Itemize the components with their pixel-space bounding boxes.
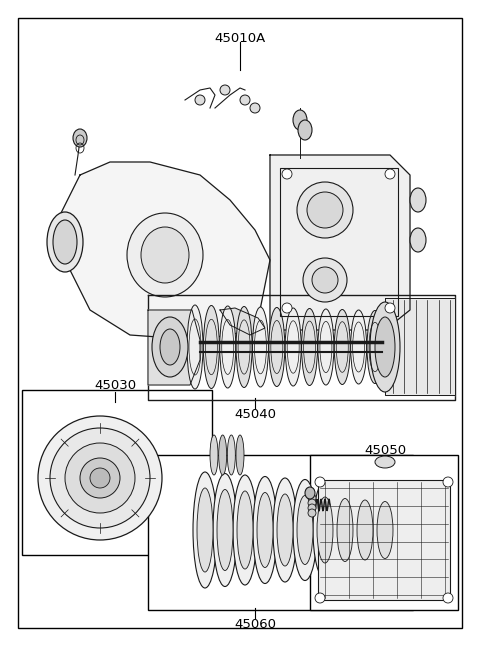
Ellipse shape	[285, 308, 301, 386]
Ellipse shape	[141, 227, 189, 283]
Ellipse shape	[308, 499, 316, 507]
Text: 45060: 45060	[234, 618, 276, 631]
Ellipse shape	[301, 309, 318, 386]
Ellipse shape	[269, 307, 285, 386]
Circle shape	[315, 477, 325, 487]
Bar	[22, 390, 212, 555]
Circle shape	[240, 95, 250, 105]
Ellipse shape	[375, 456, 395, 468]
Ellipse shape	[273, 478, 297, 582]
Polygon shape	[270, 155, 410, 330]
Circle shape	[282, 303, 292, 313]
Circle shape	[443, 477, 453, 487]
Ellipse shape	[65, 443, 135, 513]
Ellipse shape	[357, 500, 373, 560]
Ellipse shape	[80, 458, 120, 498]
Ellipse shape	[257, 493, 273, 567]
Ellipse shape	[293, 479, 317, 580]
Ellipse shape	[293, 110, 307, 130]
Text: 45050: 45050	[364, 444, 406, 457]
Circle shape	[250, 103, 260, 113]
Circle shape	[385, 303, 395, 313]
Circle shape	[315, 593, 325, 603]
Ellipse shape	[90, 468, 110, 488]
Circle shape	[385, 169, 395, 179]
Polygon shape	[55, 162, 270, 340]
Ellipse shape	[197, 488, 213, 572]
Ellipse shape	[50, 428, 150, 528]
Circle shape	[443, 593, 453, 603]
Ellipse shape	[353, 484, 377, 576]
Ellipse shape	[204, 305, 219, 388]
Ellipse shape	[308, 509, 316, 517]
Ellipse shape	[337, 498, 353, 561]
Bar	[148, 455, 413, 610]
Ellipse shape	[373, 485, 397, 574]
Ellipse shape	[47, 212, 83, 272]
Ellipse shape	[303, 258, 347, 302]
Ellipse shape	[334, 310, 350, 384]
Ellipse shape	[228, 435, 235, 475]
Ellipse shape	[220, 306, 236, 388]
Ellipse shape	[297, 495, 313, 565]
Ellipse shape	[410, 228, 426, 252]
Ellipse shape	[377, 502, 393, 559]
Ellipse shape	[375, 317, 395, 377]
Ellipse shape	[217, 489, 233, 571]
Ellipse shape	[160, 329, 180, 365]
Ellipse shape	[73, 129, 87, 147]
Ellipse shape	[152, 317, 188, 377]
Bar	[280, 168, 398, 316]
Ellipse shape	[127, 213, 203, 297]
Ellipse shape	[237, 491, 253, 569]
Ellipse shape	[307, 192, 343, 228]
Ellipse shape	[213, 474, 237, 586]
Ellipse shape	[367, 310, 383, 383]
Text: 45040: 45040	[234, 408, 276, 421]
Text: 45030: 45030	[94, 379, 136, 392]
Ellipse shape	[277, 494, 293, 566]
Ellipse shape	[313, 481, 337, 579]
Ellipse shape	[53, 220, 77, 264]
Polygon shape	[148, 310, 200, 385]
Ellipse shape	[252, 307, 268, 387]
Ellipse shape	[236, 435, 244, 475]
Ellipse shape	[187, 305, 203, 389]
Ellipse shape	[253, 476, 277, 584]
Ellipse shape	[193, 472, 217, 588]
Ellipse shape	[308, 494, 316, 502]
Ellipse shape	[350, 310, 367, 384]
Polygon shape	[385, 298, 455, 395]
Ellipse shape	[210, 435, 218, 475]
Ellipse shape	[38, 416, 162, 540]
Ellipse shape	[318, 309, 334, 385]
Ellipse shape	[317, 497, 333, 563]
Ellipse shape	[219, 435, 227, 475]
Polygon shape	[220, 308, 265, 335]
Text: 45010A: 45010A	[215, 32, 265, 45]
Ellipse shape	[312, 267, 338, 293]
Ellipse shape	[308, 504, 316, 512]
Ellipse shape	[233, 475, 257, 585]
Ellipse shape	[370, 302, 400, 392]
Bar	[310, 455, 458, 610]
Ellipse shape	[298, 120, 312, 140]
Circle shape	[282, 169, 292, 179]
Circle shape	[220, 85, 230, 95]
Ellipse shape	[236, 307, 252, 388]
Ellipse shape	[333, 483, 357, 578]
Ellipse shape	[297, 182, 353, 238]
Ellipse shape	[305, 487, 315, 499]
Ellipse shape	[410, 188, 426, 212]
Bar	[318, 480, 450, 600]
Circle shape	[195, 95, 205, 105]
